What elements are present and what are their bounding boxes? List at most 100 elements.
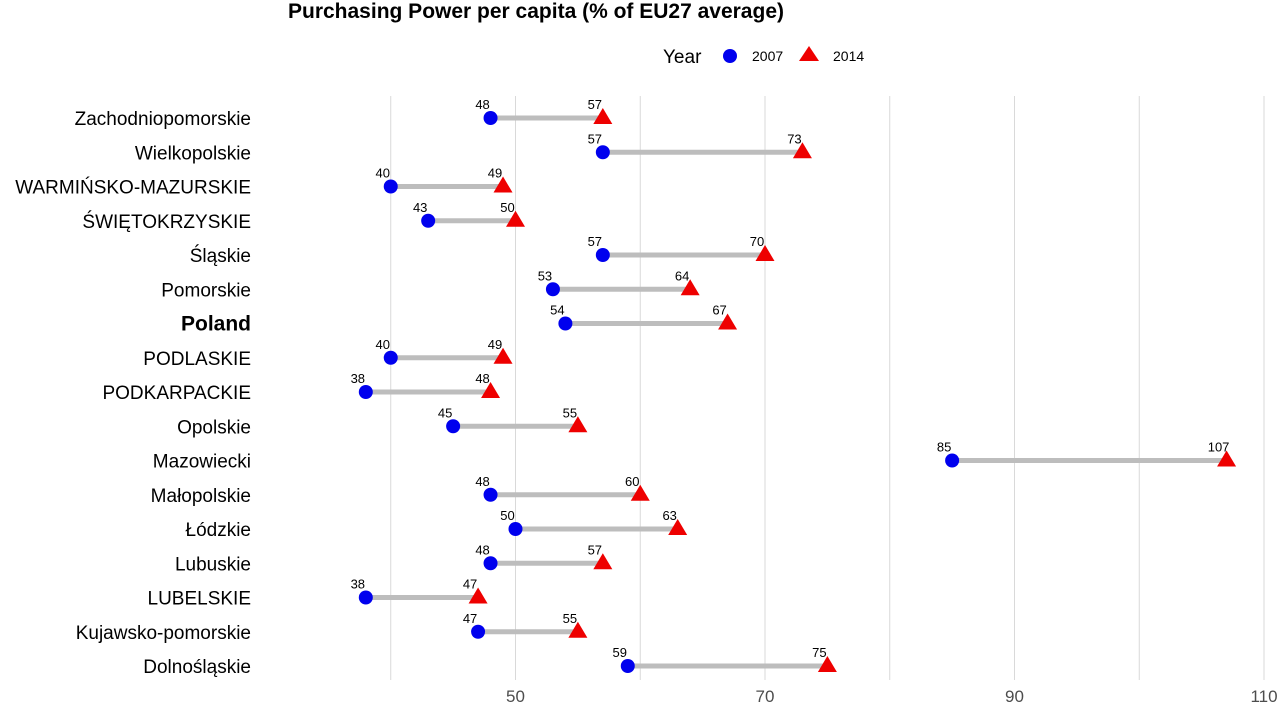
value-label-2014: 48 (475, 371, 489, 386)
category-label: PODLASKIE (143, 349, 251, 370)
point-2007 (483, 487, 498, 502)
legend-label-2007: 2007 (752, 48, 783, 64)
category-label: Łódzkie (186, 520, 252, 541)
category-label: Kujawsko-pomorskie (76, 623, 251, 644)
value-label-2007: 45 (438, 405, 452, 420)
point-2007 (620, 659, 635, 673)
point-2007 (358, 385, 373, 399)
x-tick-label: 50 (506, 687, 525, 706)
category-label: ŚWIĘTOKRZYSKIE (82, 211, 251, 233)
point-2007 (595, 248, 610, 262)
gridlines (390, 96, 1265, 680)
point-2014 (680, 279, 700, 296)
legend-title: Year (663, 47, 702, 68)
value-label-2007: 59 (613, 645, 627, 660)
value-label-2007: 48 (475, 97, 489, 112)
value-label-2007: 57 (588, 131, 602, 146)
point-2014 (593, 553, 613, 570)
category-label: Lubuskie (175, 554, 251, 575)
chart-title: Purchasing Power per capita (% of EU27 a… (288, 0, 784, 23)
value-label-2014: 70 (750, 234, 764, 249)
category-label: Wielkopolskie (135, 143, 251, 164)
category-label: Śląskie (190, 245, 251, 267)
point-2007 (483, 556, 498, 571)
x-tick-label: 70 (756, 687, 775, 706)
point-2007 (421, 213, 436, 228)
value-label-2014: 64 (675, 268, 689, 283)
value-label-2014: 60 (625, 474, 639, 489)
point-2014 (718, 313, 738, 330)
value-label-2014: 55 (563, 405, 577, 420)
point-2014 (493, 347, 513, 364)
point-2014 (506, 210, 525, 227)
value-label-2007: 43 (413, 200, 427, 215)
point-2007 (471, 624, 486, 639)
value-label-2014: 67 (712, 303, 726, 318)
point-2014 (630, 484, 650, 501)
value-label-2007: 48 (475, 474, 489, 489)
value-label-2007: 53 (538, 268, 552, 283)
legend-label-2014: 2014 (833, 48, 864, 64)
value-label-2014: 49 (488, 166, 502, 181)
point-2014 (493, 176, 513, 193)
category-label: PODKARPACKIE (102, 383, 251, 404)
point-2014 (668, 519, 688, 535)
point-2014 (593, 108, 613, 124)
value-label-2007: 38 (351, 577, 365, 592)
point-2014 (568, 416, 588, 433)
value-label-2014: 63 (662, 508, 676, 523)
point-2007 (383, 179, 398, 194)
value-label-2007: 48 (475, 542, 489, 557)
value-label-2007: 85 (937, 440, 951, 455)
x-tick-label: 90 (1005, 687, 1024, 706)
value-label-2014: 73 (787, 131, 801, 146)
value-label-2014: 75 (812, 645, 826, 660)
point-2007 (595, 145, 610, 160)
value-label-2014: 57 (588, 542, 602, 557)
category-label: Zachodniopomorskie (75, 109, 251, 130)
value-label-2007: 57 (588, 234, 602, 249)
value-label-2007: 47 (463, 611, 477, 626)
value-label-2014: 49 (488, 337, 502, 352)
legend-marker-2014 (799, 46, 819, 61)
point-2007 (483, 111, 498, 125)
value-label-2014: 107 (1208, 440, 1230, 455)
point-2007 (383, 350, 398, 365)
point-2014 (817, 656, 837, 672)
value-label-2007: 54 (550, 303, 564, 318)
value-label-2007: 40 (376, 166, 390, 181)
legend-marker-2007 (723, 49, 737, 63)
point-2007 (945, 453, 960, 468)
point-2014 (792, 142, 812, 159)
category-label: LUBELSKIE (148, 589, 252, 610)
x-axis: 50 70 90 110 (506, 687, 1278, 706)
value-label-2007: 38 (351, 371, 365, 386)
point-2007 (558, 316, 573, 331)
value-label-2014: 55 (563, 611, 577, 626)
category-label: Mazowiecki (153, 452, 251, 473)
point-2014 (468, 587, 488, 604)
point-2007 (508, 522, 523, 536)
value-label-2007: 40 (376, 337, 390, 352)
value-label-2007: 50 (500, 508, 514, 523)
category-label: WARMIŃSKO-MAZURSKIE (15, 178, 251, 199)
x-tick-label: 110 (1250, 687, 1277, 706)
point-2014 (568, 621, 588, 638)
category-label: Poland (181, 313, 251, 336)
point-2007 (446, 419, 461, 434)
category-label: Małopolskie (151, 486, 251, 507)
point-2014 (1217, 450, 1237, 467)
plot-marks: 48 57 57 73 40 49 43 50 57 70 53 64 54 67 40 49 38 48 45 55… (351, 97, 1237, 673)
value-label-2014: 47 (463, 577, 477, 592)
category-label: Pomorskie (161, 280, 251, 301)
legend: Year 2007 2014 (663, 46, 864, 68)
category-label: Dolnośląskie (143, 657, 251, 678)
y-axis: Zachodniopomorskie Wielkopolskie WARMIŃSKO… (15, 109, 251, 678)
point-2014 (481, 382, 501, 398)
point-2014 (755, 245, 775, 261)
point-2007 (545, 282, 560, 297)
category-label: Opolskie (177, 417, 251, 438)
point-2007 (358, 590, 373, 605)
value-label-2014: 50 (500, 200, 514, 215)
